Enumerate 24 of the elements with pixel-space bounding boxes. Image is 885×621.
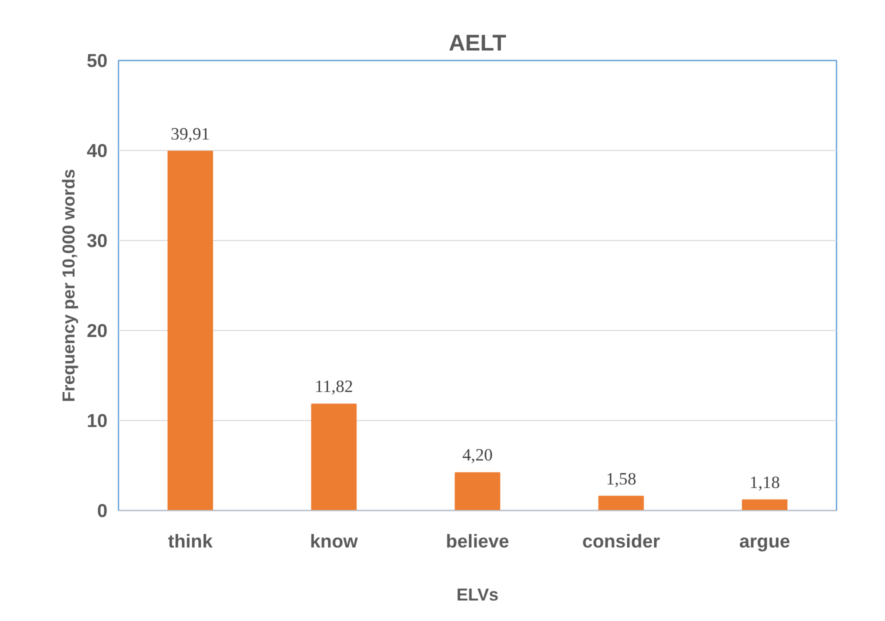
bar [311, 404, 357, 510]
chart-title: AELT [448, 30, 506, 56]
data-label: 39,91 [170, 124, 210, 144]
y-tick-label: 20 [86, 320, 108, 341]
y-tick-label: 50 [86, 50, 108, 71]
y-tick-label: 10 [86, 410, 108, 431]
x-tick-label: know [310, 530, 358, 552]
x-tick-label: think [168, 530, 214, 552]
bar [598, 496, 644, 510]
y-tick-label: 40 [86, 140, 108, 161]
data-label: 1,18 [750, 472, 780, 492]
x-axis-title: ELVs [456, 584, 499, 604]
x-tick-label: argue [739, 530, 790, 552]
data-label: 11,82 [314, 377, 354, 396]
bar [454, 472, 500, 510]
bar [168, 150, 214, 510]
data-label: 4,20 [462, 446, 493, 465]
bar [742, 499, 788, 510]
x-tick-label: believe [446, 530, 510, 552]
y-tick-label: 0 [97, 500, 108, 521]
y-axis-title: Frequency per 10,000 words [58, 168, 79, 402]
y-tick-label: 30 [86, 230, 108, 251]
x-tick-label: consider [582, 530, 660, 552]
data-label: 1,58 [606, 469, 636, 488]
